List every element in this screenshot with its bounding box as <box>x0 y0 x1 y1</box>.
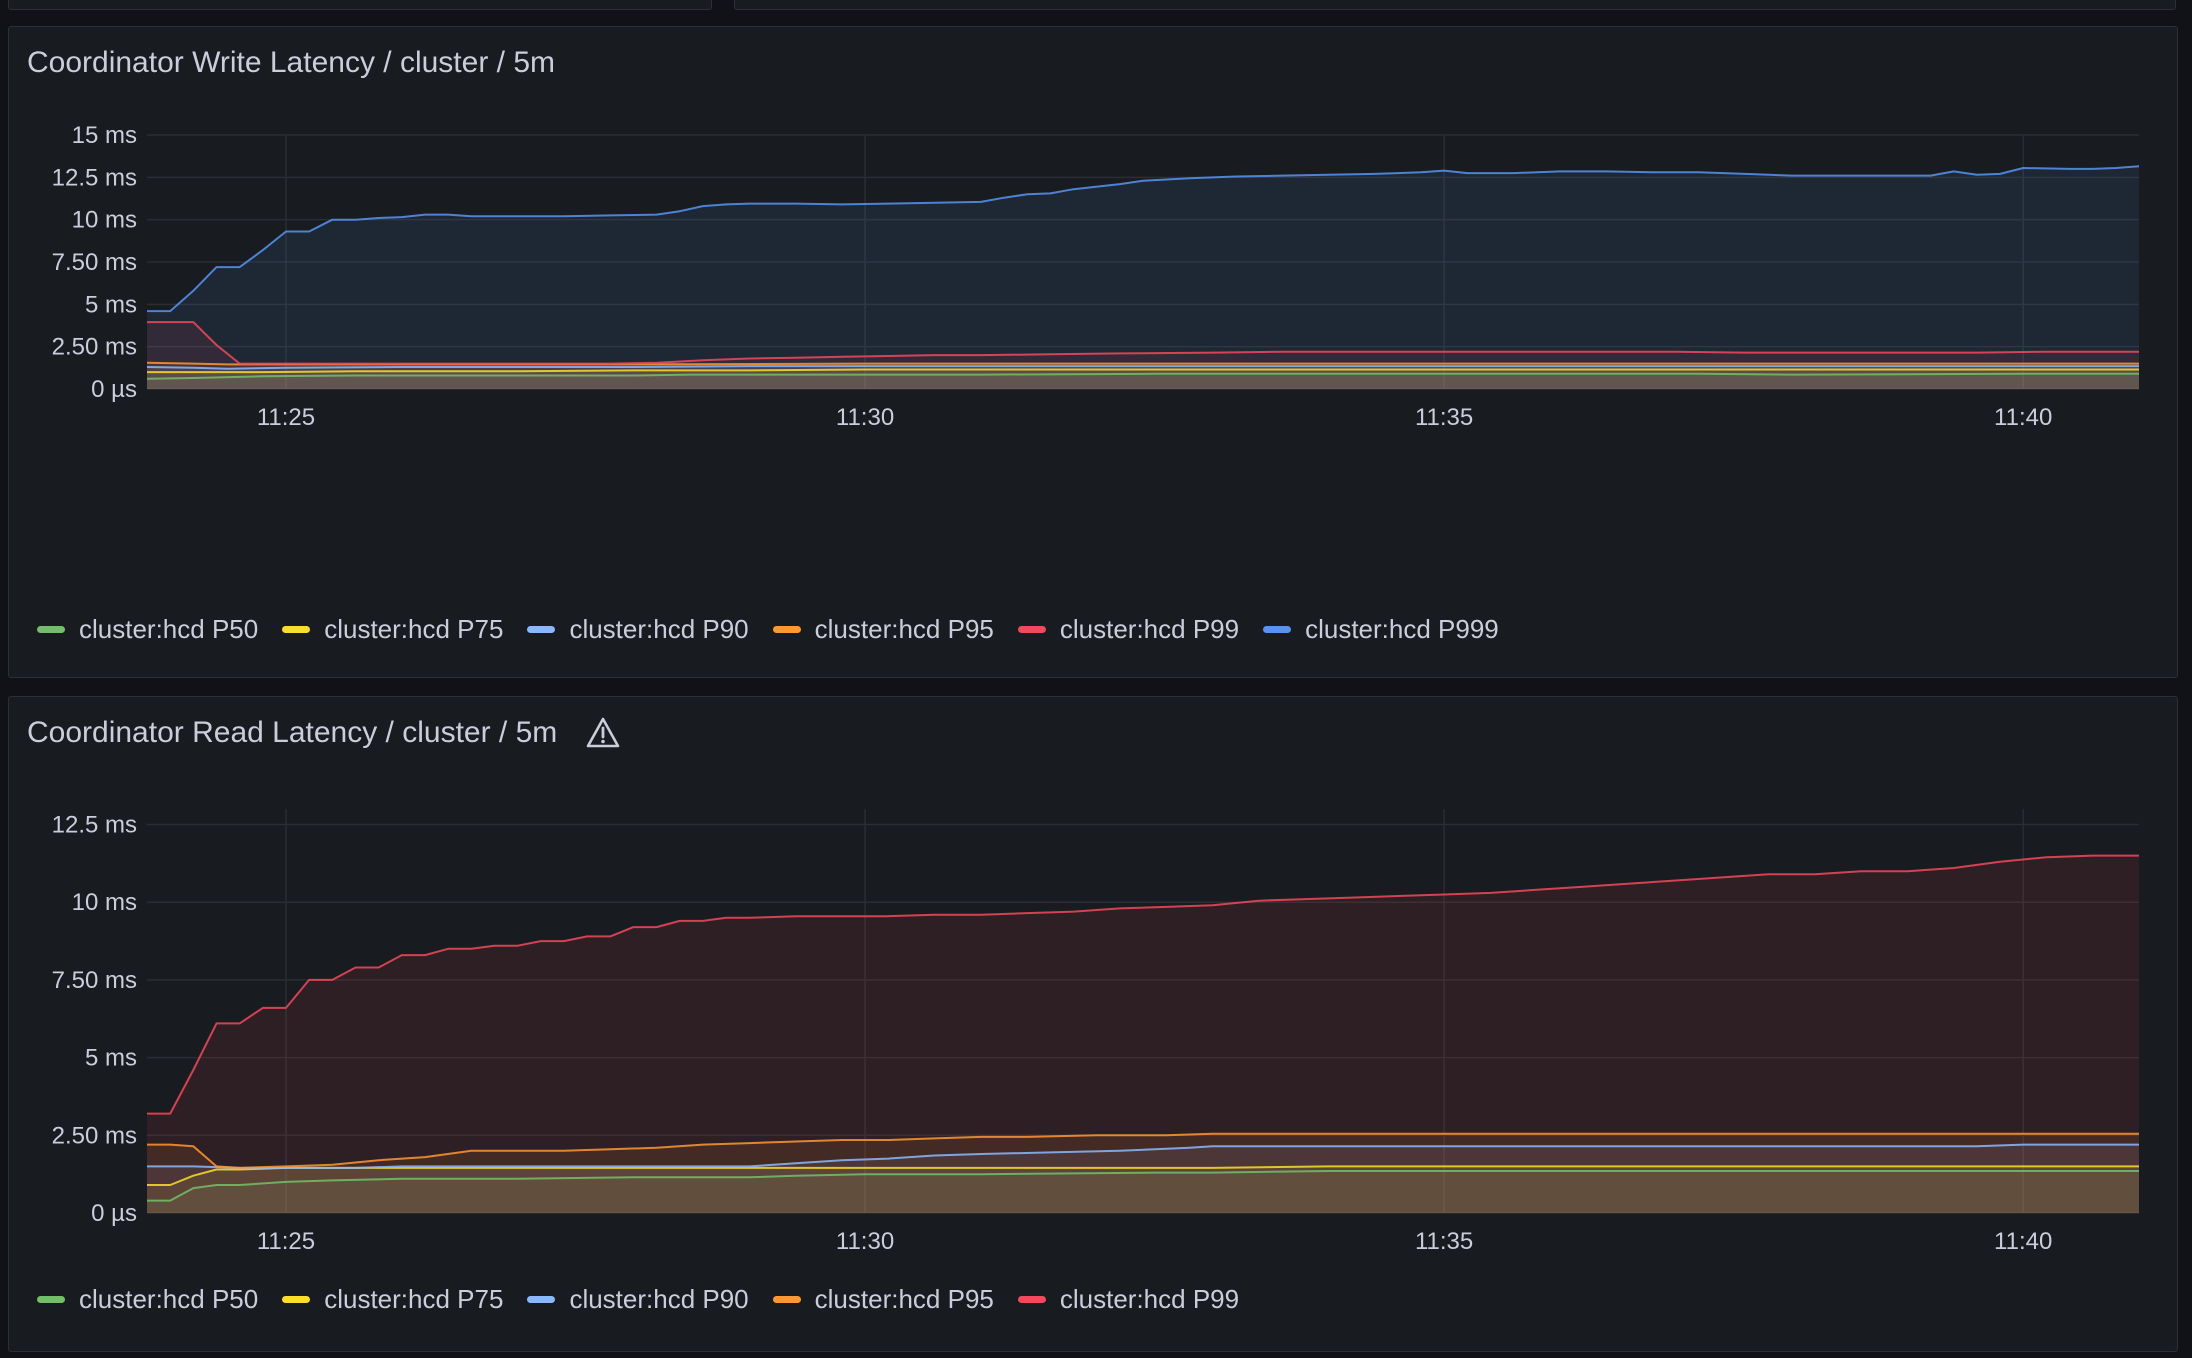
series-line-cluster-hcd-p50 <box>146 372 2139 380</box>
legend-item[interactable]: cluster:hcd P99 <box>1017 613 1240 645</box>
legend-item[interactable]: cluster:hcd P999 <box>1263 614 1499 645</box>
legend-label: cluster:hcd P90 <box>569 613 749 644</box>
series-line-cluster-hcd-p99 <box>147 854 2139 1115</box>
legend: cluster:hcd P50 cluster:hcd P75 cluster:hc… <box>37 1279 1251 1319</box>
legend-swatch <box>527 625 556 633</box>
y-tick-label: 0 µs <box>91 1200 137 1227</box>
legend-item[interactable]: cluster:hcd P75 <box>282 614 503 645</box>
series-line-cluster-hcd-p75 <box>147 1165 2139 1186</box>
series-area-cluster-hcd-p50 <box>147 373 2139 389</box>
series-area-cluster-hcd-p90 <box>147 1144 2139 1213</box>
series-area-cluster-hcd-p50 <box>147 1171 2139 1213</box>
legend-label: cluster:hcd P90 <box>569 1283 749 1314</box>
y-tick-label: 10 ms <box>72 207 137 234</box>
y-tick-label: 15 ms <box>72 122 137 149</box>
series-line-cluster-hcd-p90 <box>147 1143 2139 1169</box>
series-line-cluster-hcd-p50 <box>147 1170 2139 1202</box>
legend-item[interactable]: cluster:hcd P90 <box>527 613 749 645</box>
grid <box>147 809 2139 1214</box>
legend: cluster:hcd P50 cluster:hcd P75 cluster:hc… <box>37 609 1511 649</box>
series-line-cluster-hcd-p90 <box>146 365 2139 370</box>
read-latency-chart[interactable]: 0 µs 2.50 ms 5 ms 7.50 ms 10 ms 12.5 ms 11:25 1… <box>9 697 2179 1353</box>
legend-label: cluster:hcd P99 <box>1059 613 1240 644</box>
y-tick-label: 12.5 ms <box>52 812 137 839</box>
legend-swatch <box>282 625 311 633</box>
panel-title: Coordinator Read Latency / cluster / 5m <box>27 716 558 749</box>
x-tick-label: 11:30 <box>836 1228 894 1255</box>
y-tick-label: 5 ms <box>85 1045 137 1072</box>
write-latency-panel[interactable]: Coordinator Write Latency / cluster / 5m… <box>8 26 2178 678</box>
y-tick-label: 7.50 ms <box>52 249 137 276</box>
legend-swatch <box>772 1295 801 1303</box>
series-fills <box>147 166 2139 389</box>
y-tick-label: 0 µs <box>91 376 137 403</box>
legend-label: cluster:hcd P99 <box>1059 1283 1240 1314</box>
legend-label: cluster:hcd P95 <box>814 1283 994 1314</box>
legend-label: cluster:hcd P75 <box>324 613 504 644</box>
series-line-cluster-hcd-p95 <box>146 361 2139 366</box>
panel-title: Coordinator Write Latency / cluster / 5m <box>27 46 555 79</box>
y-tick-label: 12.5 ms <box>52 164 137 191</box>
warning-icon[interactable] <box>585 716 621 750</box>
series-line-cluster-hcd-p95 <box>147 1132 2139 1169</box>
x-tick-label: 11:40 <box>1994 1228 2052 1255</box>
legend-item[interactable]: cluster:hcd P95 <box>772 1283 994 1315</box>
legend-label: cluster:hcd P95 <box>814 613 994 644</box>
x-tick-label: 11:30 <box>836 404 894 431</box>
legend-label: cluster:hcd P50 <box>79 1283 259 1314</box>
series-area-cluster-hcd-p99 <box>147 322 2139 389</box>
y-tick-label: 7.50 ms <box>52 967 137 994</box>
series-lines <box>146 165 2140 380</box>
series-area-cluster-hcd-p90 <box>147 366 2139 389</box>
series-area-cluster-hcd-p999 <box>147 166 2139 389</box>
read-latency-panel[interactable]: Coordinator Read Latency / cluster / 5m … <box>8 696 2178 1352</box>
legend-item[interactable]: cluster:hcd P90 <box>527 1283 749 1315</box>
legend-item[interactable]: cluster:hcd P99 <box>1017 1283 1240 1315</box>
x-tick-label: 11:35 <box>1415 404 1473 431</box>
legend-item[interactable]: cluster:hcd P95 <box>772 613 994 645</box>
legend-swatch <box>1017 1295 1046 1303</box>
y-tick-label: 2.50 ms <box>52 334 137 361</box>
legend-swatch <box>1263 625 1292 633</box>
legend-swatch <box>37 1295 65 1303</box>
x-tick-label: 11:40 <box>1994 404 2052 431</box>
grid <box>147 134 2139 390</box>
panel-stub-right <box>734 0 2176 10</box>
series-fills <box>147 855 2139 1213</box>
y-tick-label: 2.50 ms <box>52 1122 137 1149</box>
series-line-cluster-hcd-p99 <box>147 321 2139 365</box>
series-lines <box>147 854 2139 1202</box>
legend-swatch <box>1017 625 1046 633</box>
legend-item[interactable]: cluster:hcd P50 <box>37 614 258 645</box>
x-tick-label: 11:25 <box>257 1228 315 1255</box>
x-tick-label: 11:25 <box>257 404 315 431</box>
legend-swatch <box>37 625 65 633</box>
write-latency-chart[interactable]: 0 µs 2.50 ms 5 ms 7.50 ms 10 ms 12.5 ms 15 ms 1… <box>9 27 2179 679</box>
legend-label: cluster:hcd P75 <box>324 1283 504 1314</box>
legend-swatch <box>527 1295 556 1303</box>
legend-item[interactable]: cluster:hcd P75 <box>282 1284 503 1315</box>
x-tick-label: 11:35 <box>1415 1228 1473 1255</box>
y-tick-label: 5 ms <box>85 291 137 318</box>
legend-swatch <box>282 1295 311 1303</box>
y-tick-label: 10 ms <box>72 889 137 916</box>
legend-label: cluster:hcd P999 <box>1305 613 1499 644</box>
series-area-cluster-hcd-p99 <box>147 855 2139 1213</box>
series-line-cluster-hcd-p999 <box>147 165 2140 313</box>
legend-label: cluster:hcd P50 <box>79 613 259 644</box>
series-line-cluster-hcd-p75 <box>147 368 2139 374</box>
legend-swatch <box>772 625 801 633</box>
panel-stub-left <box>8 0 712 10</box>
legend-item[interactable]: cluster:hcd P50 <box>37 1284 258 1315</box>
